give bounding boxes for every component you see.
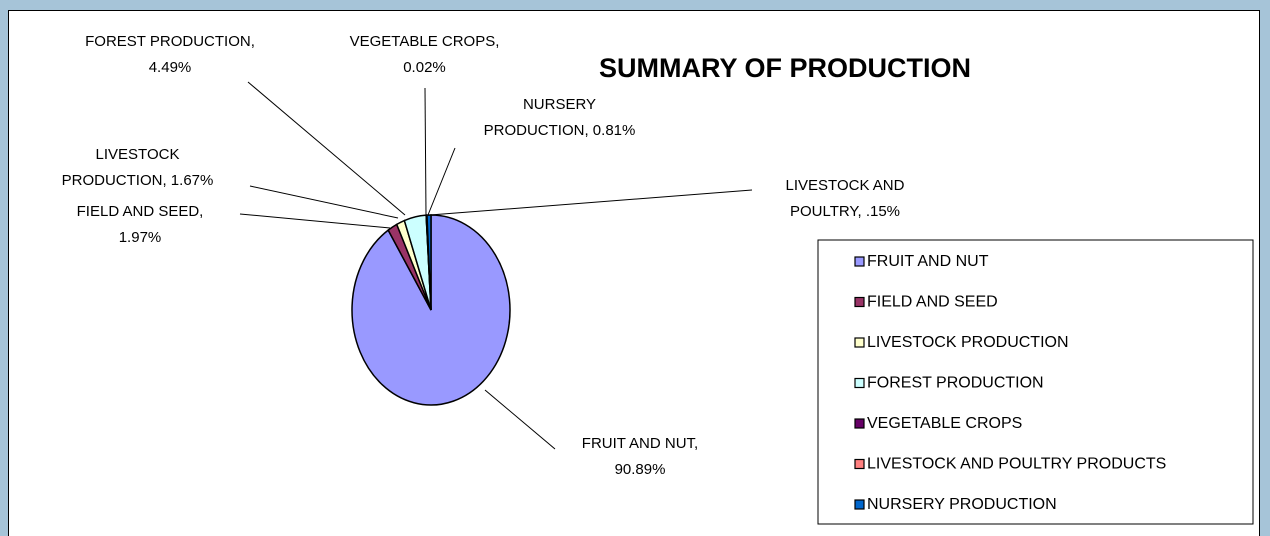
legend-swatch [854, 499, 865, 510]
leader-line [429, 189, 753, 216]
data-label: LIVESTOCK PRODUCTION, 1.67% [61, 146, 214, 189]
leader-line [427, 147, 456, 216]
data-label: NURSERY PRODUCTION, 0.81% [483, 96, 636, 139]
leader-line [424, 87, 427, 216]
data-label: VEGETABLE CROPS, 0.02% [349, 33, 500, 76]
leader-line [249, 185, 399, 219]
leader-line [239, 213, 391, 229]
data-label: LIVESTOCK AND POULTRY, .15% [785, 177, 905, 220]
leader-line [484, 389, 556, 450]
legend-label: FOREST PRODUCTION [867, 375, 1044, 392]
legend-label: NURSERY PRODUCTION [867, 496, 1057, 513]
legend-label: LIVESTOCK PRODUCTION [867, 334, 1069, 351]
legend-label: FRUIT AND NUT [867, 253, 989, 270]
legend-label: FIELD AND SEED [867, 294, 998, 311]
legend-swatch [854, 458, 865, 470]
legend-box [817, 239, 1254, 525]
legend-swatch [854, 256, 865, 267]
legend-label: VEGETABLE CROPS [867, 415, 1022, 432]
legend-swatch [854, 418, 865, 429]
leader-line [247, 81, 406, 216]
legend-swatch [854, 337, 865, 348]
data-label: FRUIT AND NUT, 90.89% [581, 435, 699, 478]
legend-swatch [854, 296, 865, 308]
chart-title: SUMMARY OF PRODUCTION [599, 53, 971, 83]
data-label: FOREST PRODUCTION, 4.49% [85, 33, 255, 76]
legend-label: LIVESTOCK AND POULTRY PRODUCTS [867, 456, 1166, 473]
data-label: FIELD AND SEED, 1.97% [76, 203, 204, 246]
legend-swatch [854, 377, 865, 389]
